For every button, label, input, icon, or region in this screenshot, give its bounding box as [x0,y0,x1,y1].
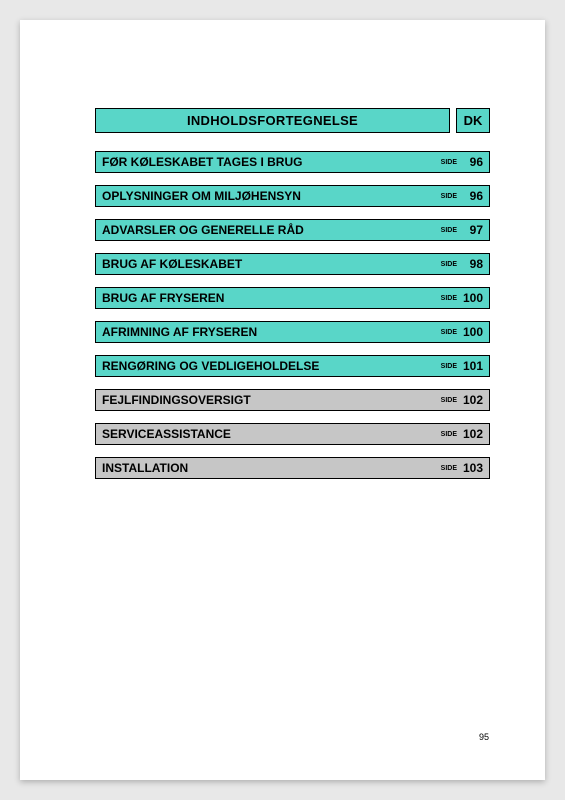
toc-row-label: OPLYSNINGER OM MILJØHENSYN [102,189,441,203]
toc-side-label: SIDE [441,465,457,472]
toc-row-page: 103 [461,461,483,475]
toc-row-page: 100 [461,291,483,305]
toc-row: AFRIMNING AF FRYSERENSIDE 100 [95,321,490,343]
toc-row-label: SERVICEASSISTANCE [102,427,441,441]
language-badge: DK [456,108,490,133]
toc-row: BRUG AF FRYSERENSIDE 100 [95,287,490,309]
toc-side-label: SIDE [441,159,457,166]
toc-row: RENGØRING OG VEDLIGEHOLDELSESIDE 101 [95,355,490,377]
toc-row-page: 96 [461,189,483,203]
toc-row-label: ADVARSLER OG GENERELLE RÅD [102,223,441,237]
toc-row-label: RENGØRING OG VEDLIGEHOLDELSE [102,359,441,373]
toc-side-label: SIDE [441,397,457,404]
toc-row-label: FØR KØLESKABET TAGES I BRUG [102,155,441,169]
toc-row-page: 101 [461,359,483,373]
toc-row-page: 100 [461,325,483,339]
toc-row-page: 98 [461,257,483,271]
page-number: 95 [479,732,489,742]
toc-row: FØR KØLESKABET TAGES I BRUGSIDE 96 [95,151,490,173]
toc-side-label: SIDE [441,227,457,234]
toc-side-label: SIDE [441,363,457,370]
toc-row-label: BRUG AF FRYSEREN [102,291,441,305]
toc-row: FEJLFINDINGSOVERSIGTSIDE 102 [95,389,490,411]
document-page: INDHOLDSFORTEGNELSE DK FØR KØLESKABET TA… [20,20,545,780]
toc-row: OPLYSNINGER OM MILJØHENSYNSIDE 96 [95,185,490,207]
toc-side-label: SIDE [441,329,457,336]
toc-row-page: 97 [461,223,483,237]
toc-row: BRUG AF KØLESKABETSIDE 98 [95,253,490,275]
toc-title: INDHOLDSFORTEGNELSE [95,108,450,133]
toc-row-label: FEJLFINDINGSOVERSIGT [102,393,441,407]
toc-row-page: 102 [461,393,483,407]
toc-row: SERVICEASSISTANCESIDE 102 [95,423,490,445]
toc-side-label: SIDE [441,431,457,438]
toc-row-label: INSTALLATION [102,461,441,475]
toc-row: ADVARSLER OG GENERELLE RÅDSIDE 97 [95,219,490,241]
toc-content: INDHOLDSFORTEGNELSE DK FØR KØLESKABET TA… [95,108,490,491]
toc-row-page: 102 [461,427,483,441]
toc-row: INSTALLATIONSIDE 103 [95,457,490,479]
toc-row-label: BRUG AF KØLESKABET [102,257,441,271]
toc-header-row: INDHOLDSFORTEGNELSE DK [95,108,490,133]
toc-row-page: 96 [461,155,483,169]
toc-rows-container: FØR KØLESKABET TAGES I BRUGSIDE96OPLYSNI… [95,151,490,479]
toc-side-label: SIDE [441,295,457,302]
toc-side-label: SIDE [441,193,457,200]
toc-row-label: AFRIMNING AF FRYSEREN [102,325,441,339]
toc-side-label: SIDE [441,261,457,268]
